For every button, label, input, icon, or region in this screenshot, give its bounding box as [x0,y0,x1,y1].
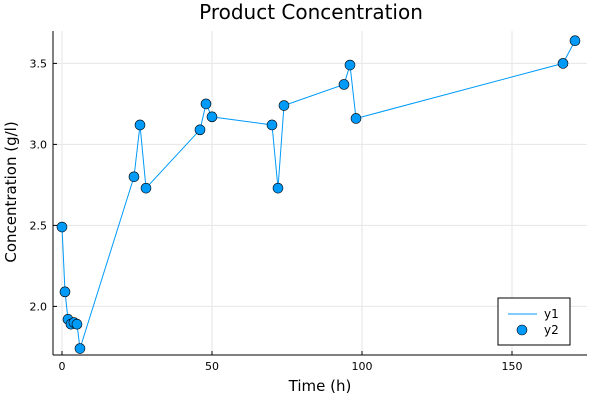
scatter-point [71,318,83,330]
plot-area [56,35,581,354]
scatter-point [134,119,146,131]
axes [52,31,587,356]
scatter-point [56,221,68,233]
y-axis-label: Concentration (g/l) [2,121,20,262]
scatter-point [569,35,581,47]
scatter-point [338,79,350,90]
scatter-point [344,59,356,71]
chart-title: Product Concentration [199,0,423,24]
legend-marker-swatch [516,324,528,336]
y-tick-label: 2.5 [30,219,48,232]
scatter-point [140,182,152,194]
scatter-point [350,113,362,124]
legend-label-y1: y1 [544,307,559,321]
x-tick-label: 50 [205,360,219,373]
legend-label-y2: y2 [544,323,559,337]
scatter-point [59,286,71,298]
scatter-point [74,343,86,354]
scatter-point [200,98,212,110]
scatter-point [194,124,206,136]
scatter-point [206,111,218,123]
scatter-point [278,100,290,111]
y-ticks: 2.0 2.5 3.0 3.5 [30,57,57,313]
legend: y1 y2 [497,297,571,346]
scatter-point [557,58,569,69]
x-tick-label: 150 [502,360,523,373]
scatter-point [266,119,278,131]
x-axis-label: Time (h) [288,377,352,395]
y-tick-label: 3.0 [30,138,48,151]
scatter-point [128,171,140,183]
x-tick-label: 100 [352,360,373,373]
y-tick-label: 3.5 [30,57,48,70]
scatter-point [272,182,284,194]
y-tick-label: 2.0 [30,300,48,313]
x-ticks: 0 50 100 150 [59,351,523,373]
legend-box [497,297,571,346]
x-tick-label: 0 [59,360,66,373]
